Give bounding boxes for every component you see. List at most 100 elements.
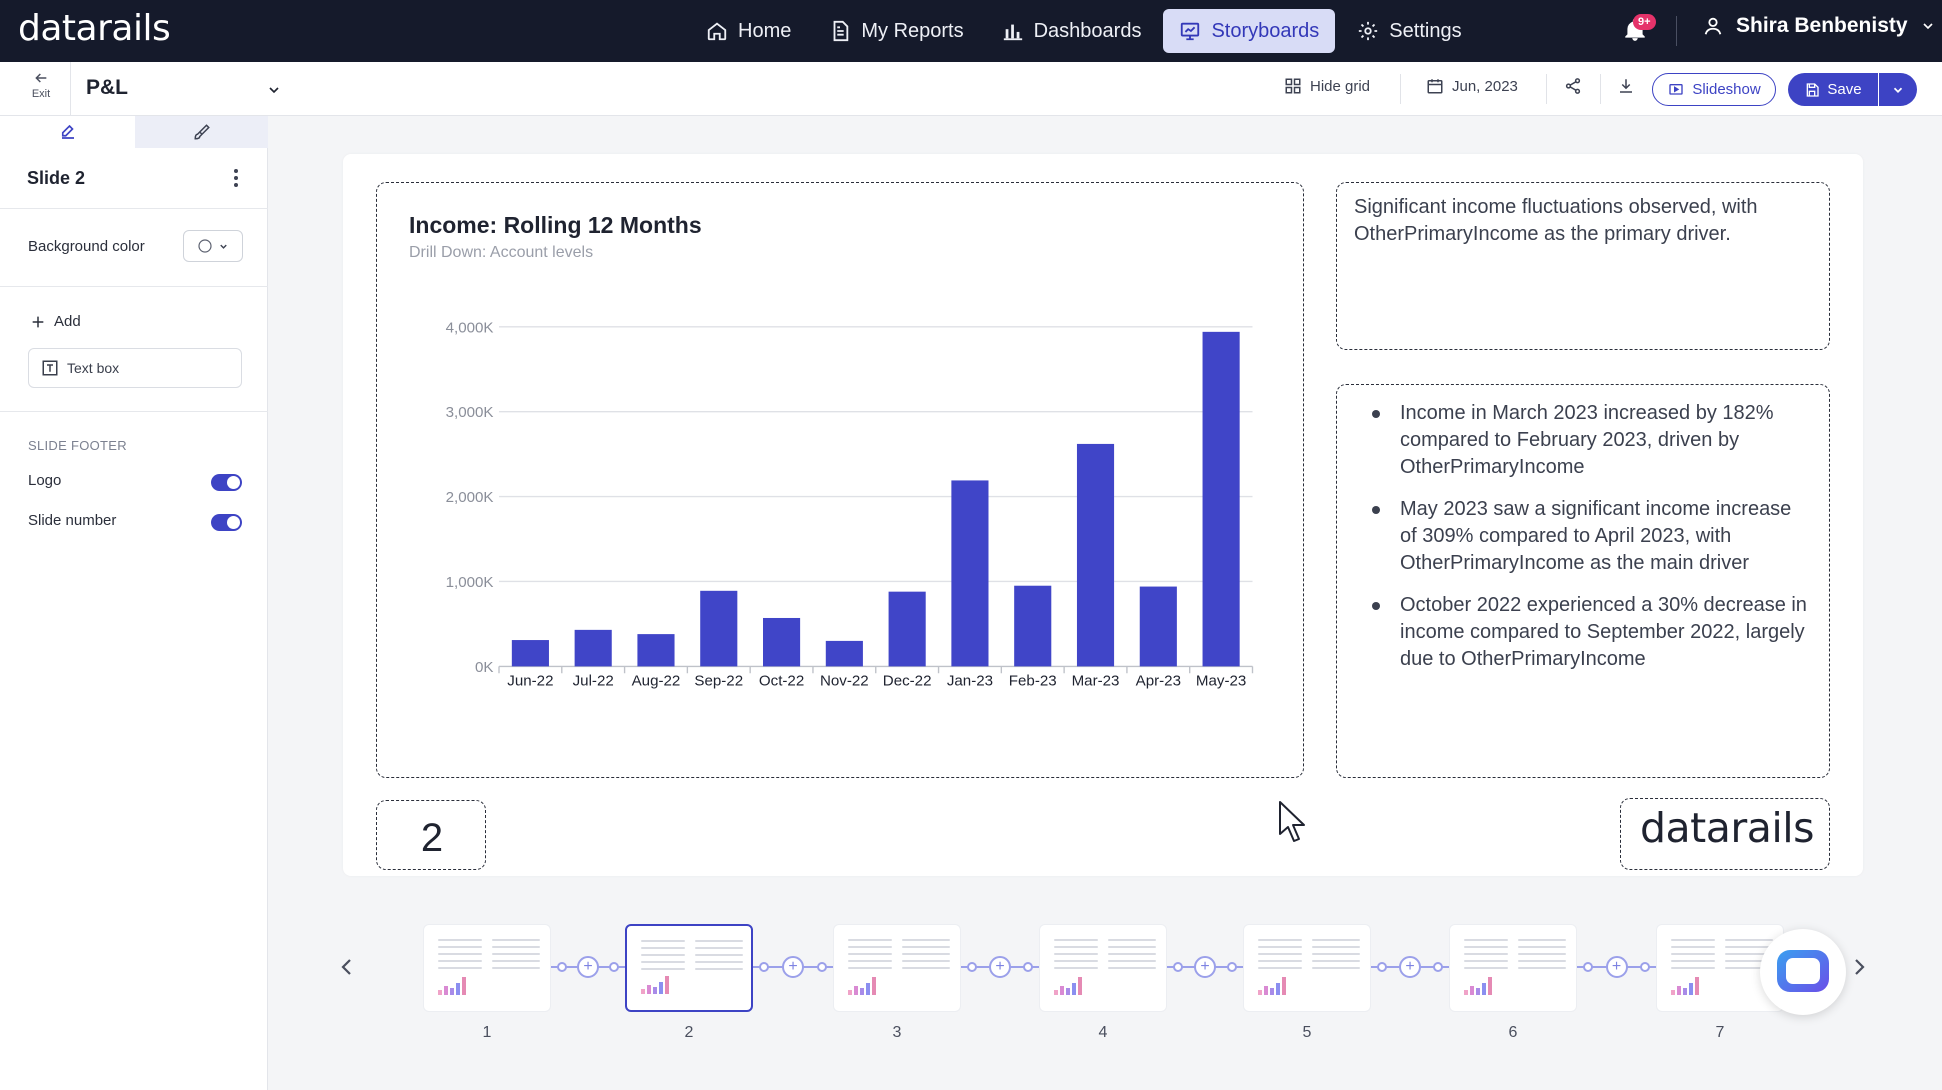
slide-thumbnail-3[interactable] (833, 924, 961, 1012)
bar-sep-22[interactable] (700, 590, 738, 667)
thumbnail-bar (444, 986, 448, 995)
save-button[interactable]: Save (1788, 73, 1878, 106)
bar-oct-22[interactable] (763, 617, 801, 667)
chat-icon (1777, 950, 1829, 992)
thumbnail-text-line (695, 961, 743, 963)
bar-feb-23[interactable] (1014, 585, 1052, 667)
thumbnail-text-line (1054, 960, 1098, 962)
insert-slide-button[interactable]: + (989, 956, 1011, 978)
thumbnail-text-line (848, 939, 892, 941)
insert-slide-button[interactable]: + (1399, 956, 1421, 978)
presentation-icon (1669, 83, 1683, 95)
user-menu[interactable]: Shira Benbenisty (1702, 14, 1936, 38)
bar-may-23[interactable] (1202, 331, 1240, 667)
text-box-element-button[interactable]: Text box (28, 348, 242, 388)
bar-dec-22[interactable] (888, 591, 926, 667)
thumbnail-text-line (1054, 967, 1098, 969)
bar-jun-22[interactable] (511, 640, 549, 667)
thumbnail-bar (1671, 990, 1675, 995)
logo-toggle[interactable] (211, 474, 242, 491)
save-options-button[interactable] (1879, 73, 1917, 106)
thumbnail-text-line (848, 946, 892, 948)
summary-text-box[interactable] (1336, 182, 1830, 350)
thumbnail-text-line (1054, 953, 1098, 955)
nav-settings[interactable]: Settings (1341, 9, 1477, 53)
insert-slide-button[interactable]: + (1194, 956, 1216, 978)
thumbnail-text-line (1464, 946, 1508, 948)
report-chevron-down-icon[interactable] (266, 82, 282, 98)
slide-number-toggle-label: Slide number (28, 512, 117, 529)
slide-thumbnail-1[interactable] (423, 924, 551, 1012)
nav-dashboards[interactable]: Dashboards (986, 9, 1158, 53)
slideshow-button[interactable]: Slideshow (1652, 73, 1776, 106)
strip-previous-arrow-icon[interactable] (340, 957, 354, 977)
tab-edit[interactable] (0, 116, 135, 148)
thumbnail-text-line (1671, 953, 1715, 955)
thumbnail-text-line (1108, 939, 1156, 941)
slide-footer-heading: SLIDE FOOTER (28, 438, 127, 453)
chart-widget[interactable] (376, 182, 1304, 778)
chat-assistant-button[interactable] (1760, 929, 1846, 1015)
insert-slide-button[interactable]: + (577, 956, 599, 978)
slide-thumbnail-number: 4 (1098, 1024, 1108, 1041)
y-tick-label: 2,000K (446, 489, 494, 506)
top-navigation-bar: datarails Home My Reports Dashboards Sto… (0, 0, 1942, 62)
slide-thumbnail-6[interactable] (1449, 924, 1577, 1012)
thumbnail-text-line (492, 946, 540, 948)
download-button[interactable] (1617, 77, 1635, 95)
thumbnail-text-line (848, 960, 892, 962)
insert-slide-button[interactable]: + (1605, 956, 1628, 978)
strip-next-arrow-icon[interactable] (1852, 957, 1866, 977)
thumbnail-text-line (1258, 939, 1302, 941)
slide-thumbnail-4[interactable] (1039, 924, 1167, 1012)
slide-number-toggle[interactable] (211, 514, 242, 531)
datarails-logo[interactable]: datarails (18, 8, 171, 49)
bar-nov-22[interactable] (825, 640, 863, 667)
thumbnail-text-line (902, 939, 950, 941)
nav-storyboards[interactable]: Storyboards (1163, 9, 1336, 53)
bar-aug-22[interactable] (637, 634, 675, 667)
insert-slide-button[interactable]: + (782, 956, 804, 978)
x-tick-label: Jul-22 (573, 673, 614, 690)
edit-icon (61, 124, 74, 139)
x-tick-label: Oct-22 (759, 673, 804, 690)
tab-design[interactable] (135, 116, 268, 148)
slide-thumbnail-2[interactable] (625, 924, 753, 1012)
thumbnail-text-line (438, 939, 482, 941)
insight-item: October 2022 experienced a 30% decrease … (1372, 592, 1812, 673)
thumbnail-bar (653, 987, 657, 994)
more-options-icon[interactable] (232, 168, 240, 188)
paintbrush-icon (193, 124, 210, 140)
slide-thumbnail-7[interactable] (1656, 924, 1784, 1012)
add-element-button[interactable]: Add (30, 313, 81, 330)
bar-jan-23[interactable] (951, 480, 989, 667)
thumbnail-bar (1689, 983, 1693, 995)
background-color-picker[interactable] (183, 230, 243, 262)
insights-list: Income in March 2023 increased by 182% c… (1372, 400, 1812, 688)
chart-subtitle: Drill Down: Account levels (409, 244, 594, 261)
thumbnail-bar (1258, 990, 1262, 995)
share-button[interactable] (1564, 77, 1582, 95)
connector-dot (817, 962, 827, 972)
bar-apr-23[interactable] (1139, 586, 1177, 667)
slide-number-box[interactable] (376, 800, 486, 870)
thumbnail-text-line (1518, 960, 1566, 962)
nav-my-reports[interactable]: My Reports (813, 9, 979, 53)
slide-thumbnail-5[interactable] (1243, 924, 1371, 1012)
hide-grid-button[interactable]: Hide grid (1284, 77, 1370, 95)
date-picker-button[interactable]: Jun, 2023 (1426, 77, 1518, 95)
panel-divider (0, 411, 268, 412)
footer-logo-box[interactable] (1620, 798, 1830, 870)
bar-mar-23[interactable] (1076, 443, 1115, 667)
nav-home[interactable]: Home (690, 9, 807, 53)
thumbnail-bar (462, 977, 466, 995)
thumbnail-bar (1270, 988, 1274, 995)
thumbnail-text-line (1725, 967, 1773, 969)
thumbnail-text-line (1671, 967, 1715, 969)
insights-text-box[interactable] (1336, 384, 1830, 778)
exit-button[interactable]: Exit (24, 70, 58, 100)
thumbnail-text-line (492, 960, 540, 962)
thumbnail-text-line (438, 946, 482, 948)
bar-jul-22[interactable] (574, 629, 612, 667)
slide-thumbnail-number: 2 (684, 1024, 694, 1041)
